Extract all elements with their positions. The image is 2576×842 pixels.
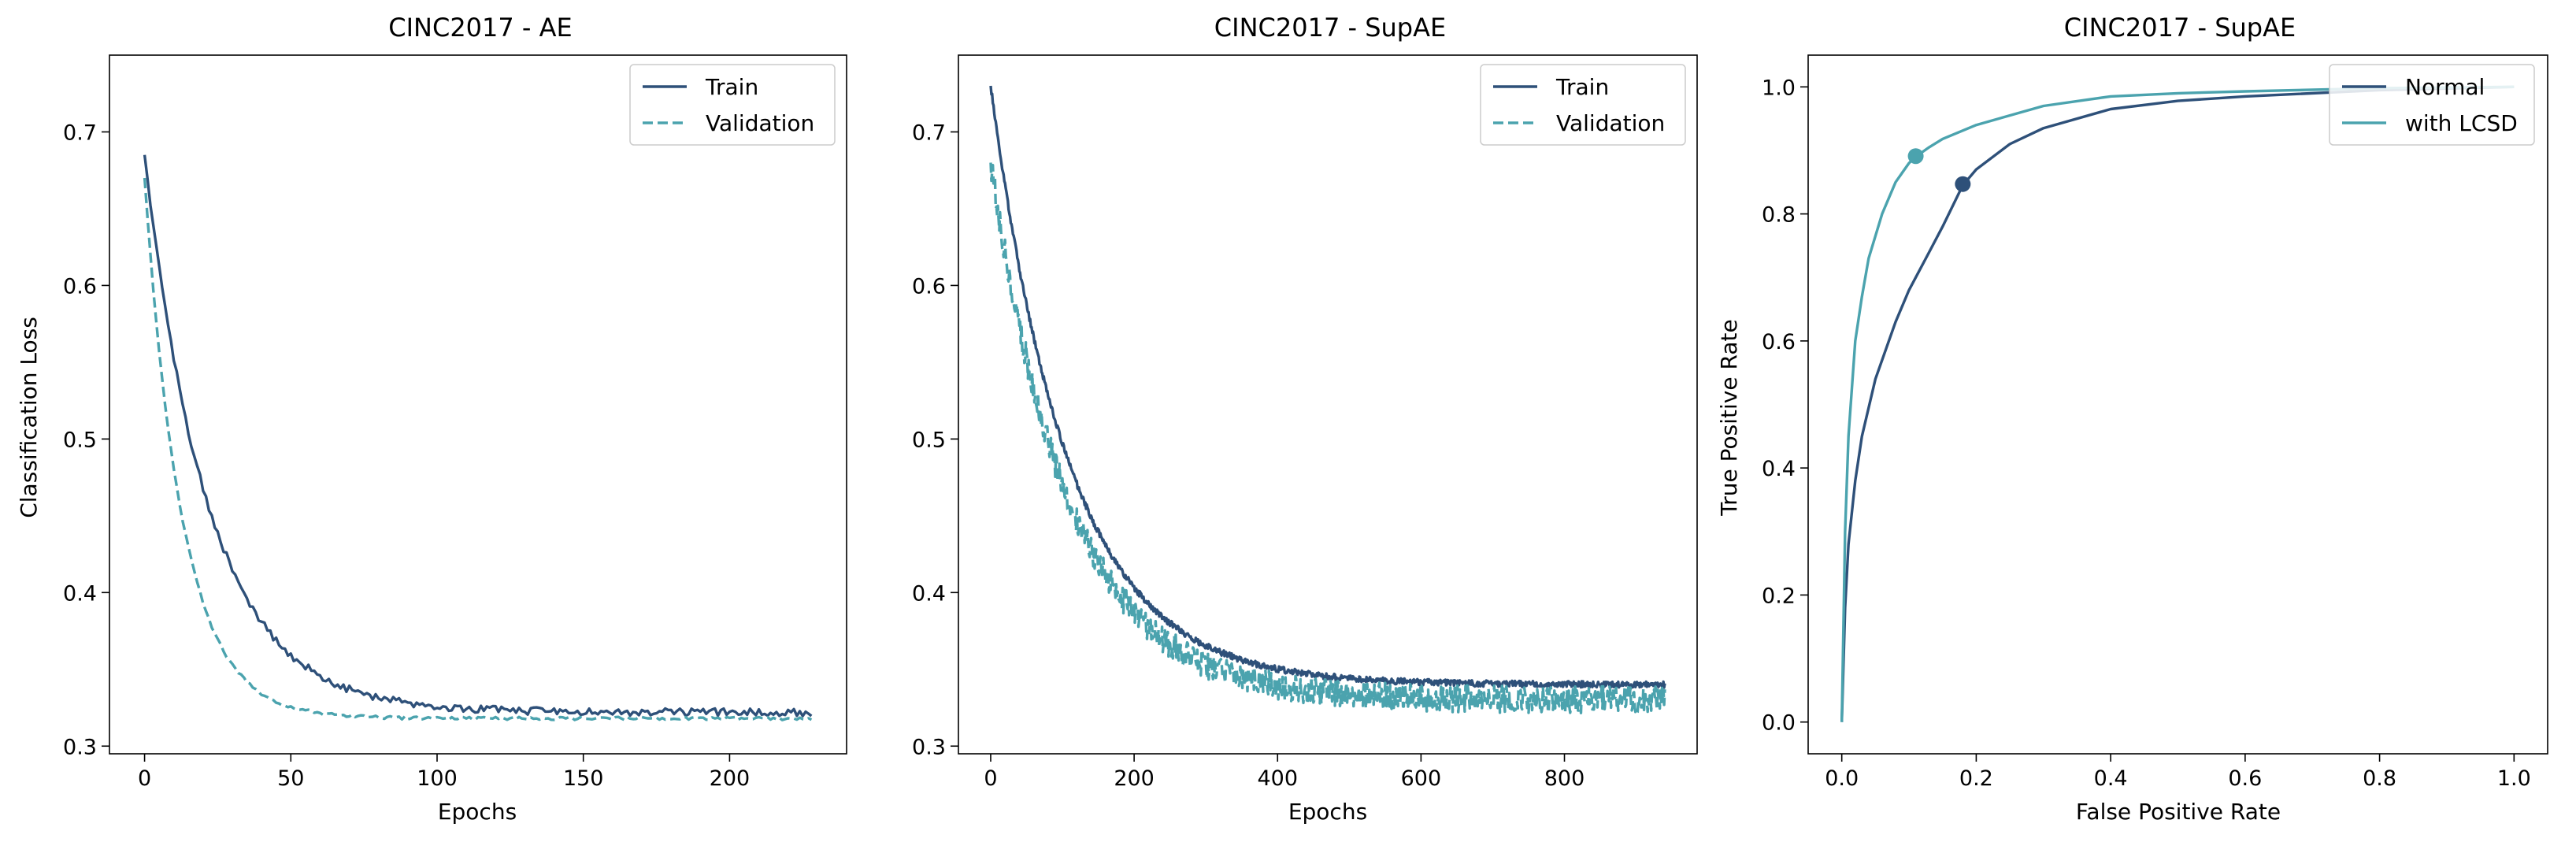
y-tick-label: 0.3 [63,735,97,759]
y-tick-label: 0.4 [63,581,97,606]
x-tick-label: 800 [1544,766,1585,791]
panel-supae-roc: CINC2017 - SupAE 0.0 0.2 0.4 0.6 0.8 1.00.00.… [1716,13,2548,825]
panel-1-legend: Train Validation [629,64,836,146]
x-tick-label: 0 [984,766,997,791]
legend-label-train: Train [1555,74,1609,100]
panel-3-title: CINC2017 - SupAE [2064,13,2296,43]
panel-2-lines [989,85,1666,715]
x-tick-label: 1.0 [2497,766,2531,791]
series-line-0 [1840,85,2515,722]
legend-box [2329,64,2535,146]
legend-label-train: Train [705,74,758,100]
y-tick-label: 0.8 [1762,203,1796,228]
panel-3-legend: Normal with LCSD [2329,64,2535,146]
panel-3-lines [1840,85,2515,722]
x-tick-label: 200 [710,766,751,791]
series-line-0 [989,85,1666,689]
panel-supae-loss: CINC2017 - SupAE 0 200 400 600 8000.30.40.50… [912,13,1698,825]
series-line-1 [1840,85,2515,722]
x-tick-label: 50 [277,766,304,791]
x-tick-label: 0.8 [2363,766,2396,791]
y-tick-label: 0.6 [912,274,946,299]
x-tick-label: 150 [563,766,604,791]
panel-2-title: CINC2017 - SupAE [1214,13,1446,43]
panel-2-ticks: 0 200 400 600 800 0.3 0.4 0.5 0.6 0.7 [912,121,1585,791]
x-tick-label: 0.2 [1959,766,1993,791]
x-tick-label: 0 [138,766,151,791]
legend-label-validation: Validation [1556,110,1665,136]
x-tick-label: 200 [1114,766,1155,791]
panel-1-frame [109,54,847,755]
panel-3-ticks: 0.0 0.2 0.4 0.6 0.8 1.0 0.0 0.2 0.4 0.6 0.8 1.0 [1762,76,2531,791]
y-tick-label: 0.6 [1762,330,1796,354]
panel-3-xlabel: False Positive Rate [2076,799,2281,825]
y-tick-label: 0.3 [912,735,946,759]
x-tick-label: 400 [1257,766,1298,791]
panel-3-frame [1807,54,2548,755]
legend-label-normal: Normal [2405,74,2485,100]
panel-ae-loss: CINC2017 - AE 0 50 100 150 200 0.3 0.4 0.5 0.6 0.… [16,13,847,825]
y-tick-label: 0.5 [63,428,97,452]
y-tick-label: 0.7 [63,121,97,145]
legend-box [629,64,836,146]
panel-1-title: CINC2017 - AE [388,13,573,43]
x-tick-label: 0.6 [2228,766,2262,791]
legend-box [1480,64,1686,146]
panel-1-ticks: 0 50 100 150 200 0.3 0.4 0.5 0.6 0.7 [63,121,750,791]
y-tick-label: 0.7 [912,121,946,145]
series-line-1 [989,162,1666,715]
y-tick-label: 0.6 [63,274,97,299]
y-tick-label: 1.0 [1762,76,1796,100]
y-tick-label: 0.4 [1762,457,1796,481]
panel-1-lines [143,154,813,721]
x-tick-label: 100 [417,766,458,791]
x-tick-label: 600 [1401,766,1442,791]
y-tick-label: 0.5 [912,428,946,452]
panel-2-legend: Train Validation [1480,64,1686,146]
series-line-1 [143,177,813,721]
x-tick-label: 0.4 [2094,766,2128,791]
x-tick-label: 0.0 [1825,766,1859,791]
legend-label-with-lcsd: with LCSD [2405,110,2518,136]
legend-label-validation: Validation [706,110,814,136]
operating-point-marker [1955,176,1971,192]
panel-1-xlabel: Epochs [438,799,517,825]
y-tick-label: 0.0 [1762,711,1796,736]
operating-point-marker [1907,148,1924,165]
series-line-0 [143,154,813,718]
panel-2-xlabel: Epochs [1288,799,1367,825]
panel-3-ylabel: True Positive Rate [1716,319,1742,516]
panel-1-ylabel: Classification Loss [16,317,42,518]
y-tick-label: 0.2 [1762,584,1796,608]
panel-2-frame [958,54,1698,755]
y-tick-label: 0.4 [912,581,946,606]
